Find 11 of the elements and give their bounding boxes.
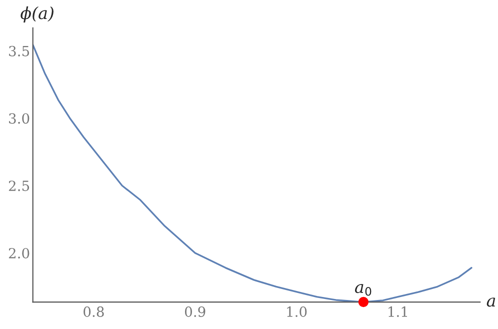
x-tick-label: 1.0 [287, 306, 307, 317]
x-axis-title: a [486, 298, 496, 307]
annotation: a$_{0}$ [355, 284, 372, 296]
y-axis-title: ϕ(a) [20, 6, 54, 22]
y-tick-label: 3.5 [9, 46, 30, 56]
x-tick-label: 0.8 [84, 306, 104, 317]
y-tick-label: 2.0 [8, 248, 30, 258]
x-tick-label: 0.9 [184, 306, 206, 317]
x-tick-label: 1.1 [388, 306, 408, 317]
y-tick-label: 3.0 [9, 113, 30, 124]
y-tick-label: 2.5 [8, 180, 30, 192]
